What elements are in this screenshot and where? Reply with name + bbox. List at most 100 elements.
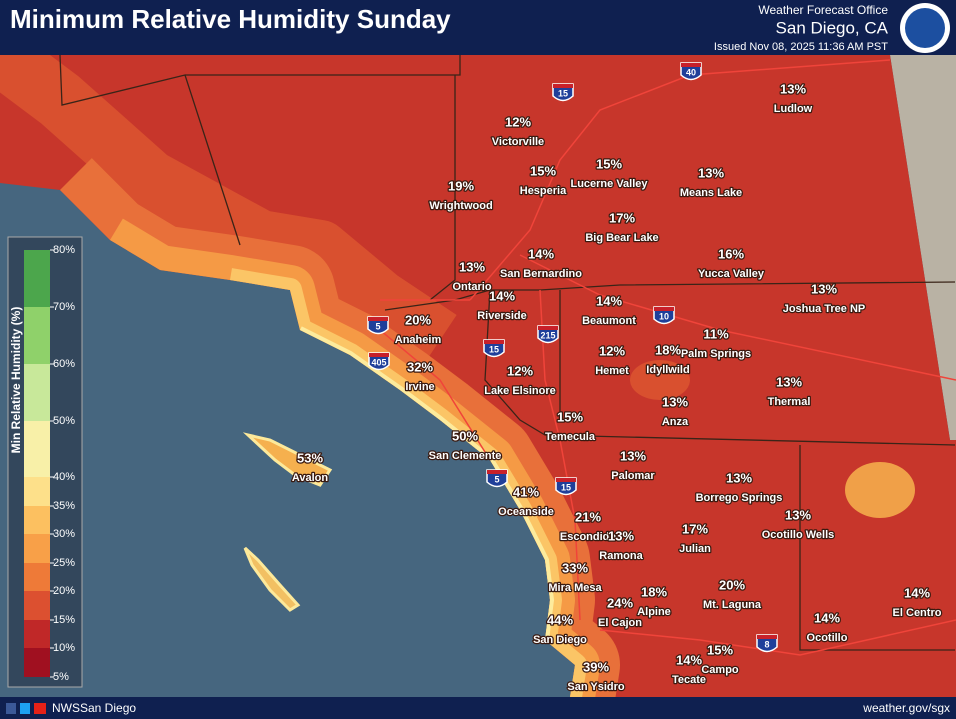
legend-swatch bbox=[24, 563, 50, 591]
interstate-number: 5 bbox=[494, 474, 499, 484]
humidity-value: 14% bbox=[814, 610, 840, 625]
place-name: Hesperia bbox=[520, 185, 567, 197]
humidity-value: 14% bbox=[528, 246, 554, 261]
humidity-value: 16% bbox=[718, 246, 744, 261]
place-name: Escondido bbox=[560, 531, 617, 543]
place-name: Wrightwood bbox=[429, 200, 492, 212]
legend-label: 15% bbox=[53, 614, 75, 626]
place-name: Idyllwild bbox=[646, 364, 689, 376]
terrain-outside bbox=[890, 55, 956, 440]
footer-bar bbox=[0, 697, 956, 719]
legend-swatch bbox=[24, 364, 50, 421]
humidity-value: 13% bbox=[811, 281, 837, 296]
place-name: Anaheim bbox=[395, 334, 442, 346]
place-name: Temecula bbox=[545, 431, 596, 443]
humidity-value: 21% bbox=[575, 509, 601, 524]
header-bar bbox=[0, 0, 956, 55]
place-name: Riverside bbox=[477, 310, 527, 322]
humidity-value: 13% bbox=[698, 165, 724, 180]
humidity-value: 13% bbox=[785, 507, 811, 522]
legend-swatch bbox=[24, 620, 50, 648]
place-name: Yucca Valley bbox=[698, 268, 765, 280]
place-name: Ocotillo bbox=[807, 632, 848, 644]
interstate-top bbox=[556, 478, 576, 482]
interstate-shield bbox=[367, 316, 389, 335]
place-name: Julian bbox=[679, 543, 711, 555]
legend-label: 50% bbox=[53, 415, 75, 427]
place-name: Mt. Laguna bbox=[703, 599, 762, 611]
humidity-value: 20% bbox=[405, 312, 431, 327]
place-name: Ocotillo Wells bbox=[762, 529, 835, 541]
humidity-value: 39% bbox=[583, 659, 609, 674]
humidity-value: 18% bbox=[641, 584, 667, 599]
humidity-value: 14% bbox=[676, 652, 702, 667]
legend-title: Min Relative Humidity (%) bbox=[9, 307, 23, 454]
legend-swatch bbox=[24, 421, 50, 477]
humidity-value: 14% bbox=[489, 288, 515, 303]
twitter-icon[interactable] bbox=[20, 703, 30, 714]
humidity-value: 24% bbox=[607, 595, 633, 610]
legend-label: 30% bbox=[53, 528, 75, 540]
humidity-value: 33% bbox=[562, 560, 588, 575]
interstate-top bbox=[538, 326, 558, 330]
interstate-number: 15 bbox=[561, 482, 571, 492]
social-handle[interactable]: NWSSan Diego bbox=[52, 701, 136, 715]
interstate-shield bbox=[537, 325, 559, 344]
legend-swatch bbox=[24, 506, 50, 534]
legend-label: 80% bbox=[53, 244, 75, 256]
humidity-value: 17% bbox=[682, 521, 708, 536]
humidity-value: 32% bbox=[407, 359, 433, 374]
interstate-shield bbox=[368, 352, 390, 371]
url[interactable]: weather.gov/sgx bbox=[862, 701, 950, 715]
humidity-value: 11% bbox=[703, 326, 729, 341]
band bbox=[845, 462, 915, 518]
humidity-value: 41% bbox=[513, 484, 539, 499]
legend-swatch bbox=[24, 534, 50, 563]
place-name: Alpine bbox=[637, 606, 671, 618]
island bbox=[243, 546, 301, 612]
interstate-shield bbox=[483, 339, 505, 358]
place-name: Palomar bbox=[611, 470, 655, 482]
legend-label: 5% bbox=[53, 671, 69, 683]
location: San Diego, CA bbox=[776, 18, 889, 37]
place-name: Joshua Tree NP bbox=[783, 303, 866, 315]
place-name: Ontario bbox=[452, 281, 491, 293]
issued: Issued Nov 08, 2025 11:36 AM PST bbox=[714, 41, 888, 53]
interstate-shield bbox=[653, 306, 675, 325]
humidity-value: 14% bbox=[904, 585, 930, 600]
interstate-top bbox=[487, 470, 507, 474]
humidity-value: 13% bbox=[726, 470, 752, 485]
legend-swatch bbox=[24, 648, 50, 677]
interstate-top bbox=[681, 63, 701, 67]
place-name: Lucerne Valley bbox=[570, 178, 648, 190]
legend-label: 25% bbox=[53, 557, 75, 569]
place-name: Avalon bbox=[292, 472, 329, 484]
interstate-number: 15 bbox=[558, 88, 568, 98]
interstate-shield bbox=[552, 83, 574, 102]
legend-label: 60% bbox=[53, 358, 75, 370]
county-borders bbox=[59, 54, 956, 651]
place-name: Palm Springs bbox=[681, 348, 751, 360]
interstate-number: 10 bbox=[659, 311, 669, 321]
humidity-value: 15% bbox=[707, 642, 733, 657]
interstate-number: 15 bbox=[489, 344, 499, 354]
places: 13% Ludlow 12% Victorville 15% Hesperia 15% Luc… bbox=[291, 80, 943, 694]
humidity-value: 12% bbox=[507, 363, 533, 378]
humidity-value: 50% bbox=[452, 428, 478, 443]
legend-swatch bbox=[24, 307, 50, 364]
place-name: Beaumont bbox=[582, 315, 636, 327]
humidity-value: 14% bbox=[596, 293, 622, 308]
youtube-icon[interactable] bbox=[34, 703, 46, 714]
interstate-shield bbox=[680, 62, 702, 81]
facebook-icon[interactable] bbox=[6, 703, 16, 714]
interstate-top bbox=[757, 635, 777, 639]
place-name: Tecate bbox=[672, 674, 706, 686]
interstate-number: 8 bbox=[764, 639, 769, 649]
humidity-value: 15% bbox=[596, 156, 622, 171]
legend-swatch bbox=[24, 250, 50, 307]
legend-swatch bbox=[24, 591, 50, 620]
humidity-value: 18% bbox=[655, 342, 681, 357]
place-name: Lake Elsinore bbox=[484, 385, 556, 397]
place-name: Campo bbox=[701, 664, 739, 676]
